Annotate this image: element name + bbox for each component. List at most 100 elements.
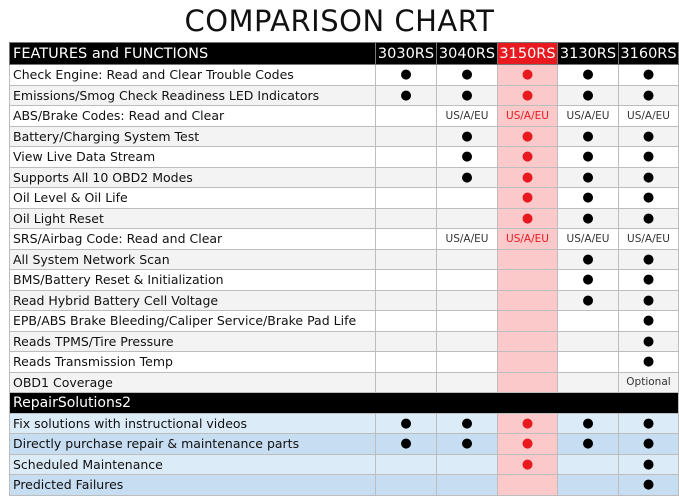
- feature-row: Read Hybrid Battery Cell Voltage ● ●: [9, 289, 679, 311]
- cell: ●: [436, 412, 498, 434]
- feature-name: Reads Transmission Temp: [9, 351, 376, 373]
- model-header: 3150RS: [497, 42, 558, 65]
- cell: ●: [618, 412, 679, 434]
- cell: [497, 371, 558, 393]
- cell: [557, 474, 619, 496]
- cell: ●: [375, 412, 437, 434]
- feature-row: Fix solutions with instructional videos ●…: [9, 412, 679, 434]
- cell: ●: [557, 125, 619, 147]
- section-title: RepairSolutions2: [9, 392, 679, 414]
- cell: [497, 248, 558, 270]
- cell: ●: [497, 187, 558, 209]
- cell: [375, 269, 437, 291]
- cell: US/A/EU: [557, 228, 619, 250]
- cell: ●: [557, 166, 619, 188]
- feature-row: ABS/Brake Codes: Read and Clear US/A/EU US…: [9, 105, 679, 127]
- feature-name: Emissions/Smog Check Readiness LED Indic…: [9, 84, 376, 106]
- cell: ●: [497, 125, 558, 147]
- cell: [375, 125, 437, 147]
- feature-name: BMS/Battery Reset & Initialization: [9, 269, 376, 291]
- cell: [436, 289, 498, 311]
- cell: ●: [618, 330, 679, 352]
- cell: ●: [557, 269, 619, 291]
- cell: [436, 453, 498, 475]
- cell: ●: [497, 433, 558, 455]
- cell: ●: [557, 187, 619, 209]
- cell: ●: [557, 146, 619, 168]
- feature-row: OBD1 Coverage Optional: [9, 371, 679, 393]
- cell: [375, 248, 437, 270]
- cell: ●: [618, 207, 679, 229]
- cell: US/A/EU: [497, 228, 558, 250]
- feature-name: Directly purchase repair & maintenance p…: [9, 433, 376, 455]
- cell: ●: [618, 187, 679, 209]
- feature-row: Supports All 10 OBD2 Modes ● ● ● ●: [9, 166, 679, 188]
- cell: [375, 453, 437, 475]
- model-header: 3160RS: [618, 42, 679, 65]
- cell: ●: [375, 433, 437, 455]
- feature-row: Reads TPMS/Tire Pressure ●: [9, 330, 679, 352]
- feature-name: Reads TPMS/Tire Pressure: [9, 330, 376, 352]
- title: COMPARISON CHART: [184, 4, 495, 38]
- feature-name: Check Engine: Read and Clear Trouble Cod…: [9, 64, 376, 86]
- cell: ●: [618, 84, 679, 106]
- feature-row: EPB/ABS Brake Bleeding/Caliper Service/B…: [9, 310, 679, 332]
- cell: [436, 248, 498, 270]
- feature-row: Scheduled Maintenance ● ●: [9, 453, 679, 475]
- cell: ●: [497, 166, 558, 188]
- feature-name: Read Hybrid Battery Cell Voltage: [9, 289, 376, 311]
- cell: ●: [618, 310, 679, 332]
- cell: ●: [557, 289, 619, 311]
- feature-name: Supports All 10 OBD2 Modes: [9, 166, 376, 188]
- feature-name: ABS/Brake Codes: Read and Clear: [9, 105, 376, 127]
- feature-row: Oil Level & Oil Life ● ● ●: [9, 187, 679, 209]
- cell: [497, 351, 558, 373]
- cell: [375, 187, 437, 209]
- cell: [497, 474, 558, 496]
- feature-name: Predicted Failures: [9, 474, 376, 496]
- cell: [375, 330, 437, 352]
- cell: [557, 453, 619, 475]
- cell: ●: [557, 248, 619, 270]
- cell: ●: [436, 146, 498, 168]
- cell: ●: [436, 433, 498, 455]
- cell: [557, 351, 619, 373]
- cell: Optional: [618, 371, 679, 393]
- cell: [557, 371, 619, 393]
- model-header: 3130RS: [557, 42, 619, 65]
- cell: ●: [436, 125, 498, 147]
- feature-name: Scheduled Maintenance: [9, 453, 376, 475]
- feature-row: Predicted Failures ●: [9, 474, 679, 496]
- cell: ●: [436, 84, 498, 106]
- cell: ●: [436, 64, 498, 86]
- cell: [436, 330, 498, 352]
- cell: [436, 474, 498, 496]
- section-row: RepairSolutions2: [9, 392, 679, 414]
- feature-name: SRS/Airbag Code: Read and Clear: [9, 228, 376, 250]
- cell: ●: [618, 166, 679, 188]
- cell: ●: [557, 207, 619, 229]
- feature-name: All System Network Scan: [9, 248, 376, 270]
- cell: [497, 269, 558, 291]
- cell: US/A/EU: [618, 105, 679, 127]
- cell: ●: [618, 125, 679, 147]
- cell: ●: [618, 248, 679, 270]
- cell: [436, 187, 498, 209]
- cell: [436, 207, 498, 229]
- cell: US/A/EU: [557, 105, 619, 127]
- cell: [436, 351, 498, 373]
- cell: ●: [618, 64, 679, 86]
- cell: [375, 289, 437, 311]
- feature-name: Battery/Charging System Test: [9, 125, 376, 147]
- cell: ●: [618, 146, 679, 168]
- cell: [375, 474, 437, 496]
- cell: ●: [497, 64, 558, 86]
- table-body: FEATURES and FUNCTIONS 3030RS 3040RS 3150RS…: [9, 42, 679, 496]
- feature-row: All System Network Scan ● ●: [9, 248, 679, 270]
- cell: ●: [557, 84, 619, 106]
- cell: ●: [618, 289, 679, 311]
- cell: ●: [557, 412, 619, 434]
- feature-name: OBD1 Coverage: [9, 371, 376, 393]
- cell: ●: [618, 433, 679, 455]
- cell: [497, 330, 558, 352]
